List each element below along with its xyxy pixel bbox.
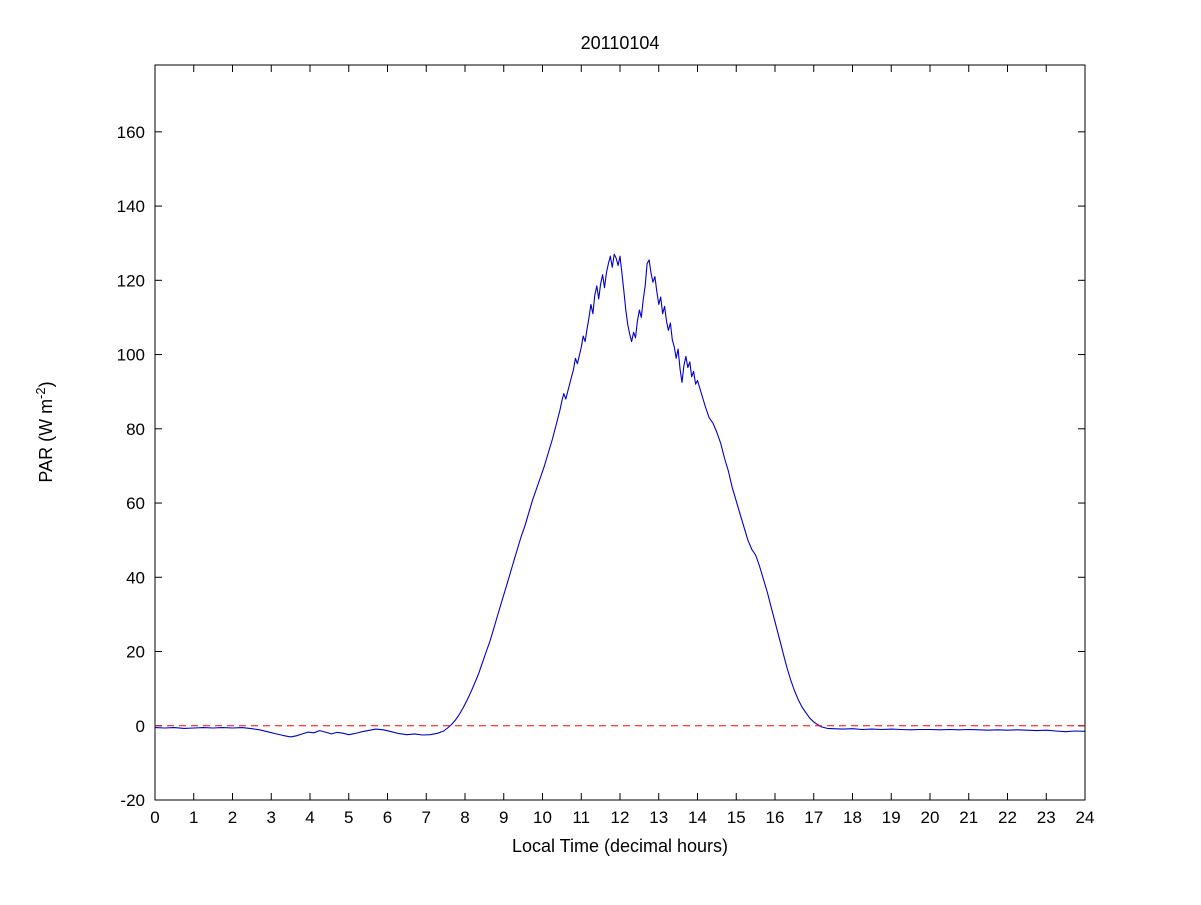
- x-tick-label: 21: [959, 808, 978, 827]
- x-tick-label: 20: [921, 808, 940, 827]
- x-tick-label: 23: [1037, 808, 1056, 827]
- y-tick-label: -20: [120, 791, 145, 810]
- par-line: [154, 253, 1086, 738]
- x-tick-label: 14: [688, 808, 707, 827]
- series: [154, 253, 1086, 738]
- x-tick-label: 12: [611, 808, 630, 827]
- x-tick-label: 2: [228, 808, 237, 827]
- x-axis-label: Local Time (decimal hours): [512, 836, 728, 856]
- x-tick-label: 3: [267, 808, 276, 827]
- y-axis-label: PAR (W m-2): [33, 381, 56, 482]
- x-tick-label: 16: [766, 808, 785, 827]
- y-tick-label: 0: [136, 717, 145, 736]
- y-tick-label: 40: [126, 568, 145, 587]
- x-tick-label: 9: [499, 808, 508, 827]
- x-tick-label: 18: [843, 808, 862, 827]
- chart-title: 20110104: [581, 33, 660, 53]
- x-tick-label: 4: [305, 808, 314, 827]
- x-tick-label: 22: [998, 808, 1017, 827]
- y-tick-label: 140: [117, 197, 145, 216]
- x-tick-label: 13: [649, 808, 668, 827]
- x-tick-label: 10: [533, 808, 552, 827]
- x-tick-label: 19: [882, 808, 901, 827]
- y-tick-label: 120: [117, 271, 145, 290]
- y-tick-label: 60: [126, 494, 145, 513]
- x-tick-label: 6: [383, 808, 392, 827]
- y-tick-label: 20: [126, 643, 145, 662]
- x-tick-label: 24: [1076, 808, 1095, 827]
- x-tick-label: 0: [150, 808, 159, 827]
- plot-box: [154, 64, 1086, 801]
- y-tick-label: 100: [117, 346, 145, 365]
- x-tick-label: 17: [804, 808, 823, 827]
- y-tick-label: 160: [117, 123, 145, 142]
- x-tick-label: 15: [727, 808, 746, 827]
- x-tick-label: 5: [344, 808, 353, 827]
- x-tick-label: 7: [422, 808, 431, 827]
- x-tick-label: 1: [189, 808, 198, 827]
- axes: 0 1 2 3 4 5 6 7 8 9 10 11 12 13 14 15 16 17 18 19 20 21 22 23 24…: [117, 64, 1095, 827]
- x-tick-label: 8: [460, 808, 469, 827]
- x-tick-label: 11: [572, 808, 590, 827]
- y-tick-label: 80: [126, 420, 145, 439]
